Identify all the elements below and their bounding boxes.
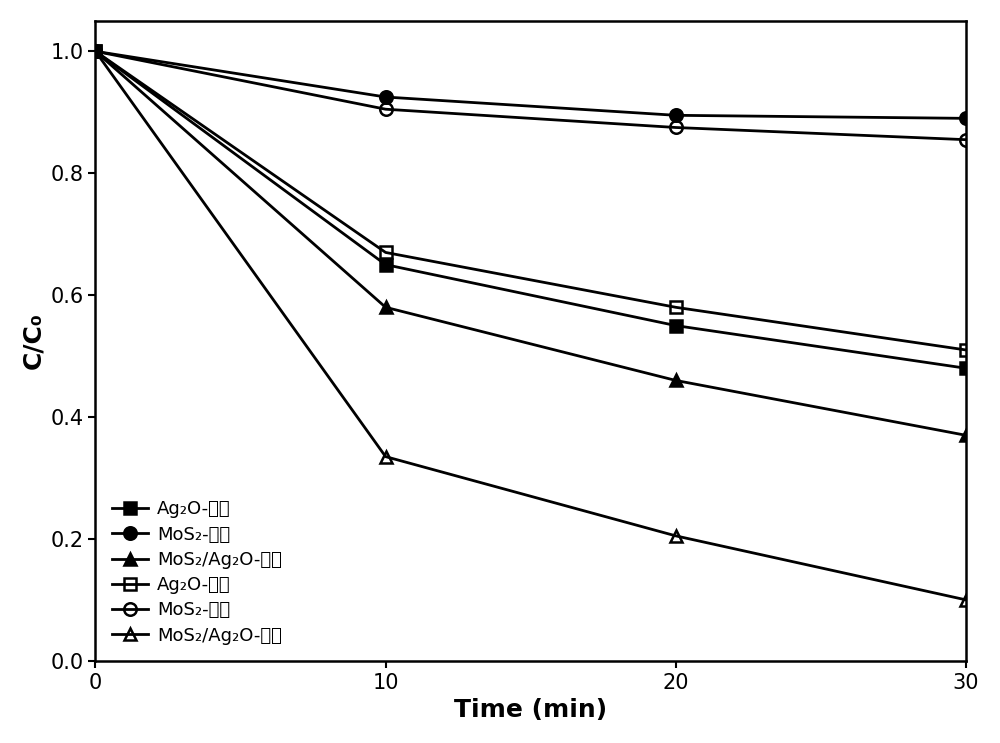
Line: MoS₂-超声: MoS₂-超声 bbox=[89, 45, 972, 146]
MoS₂/Ag₂O-磁力 bbox=[380, 303, 392, 312]
X-axis label: Time (min): Time (min) bbox=[454, 698, 607, 722]
MoS₂-磁力 bbox=[380, 93, 392, 102]
MoS₂/Ag₂O-超声 bbox=[89, 47, 101, 56]
MoS₂-超声 bbox=[960, 135, 972, 144]
Ag₂O-磁力 bbox=[670, 321, 682, 330]
MoS₂-超声 bbox=[670, 123, 682, 132]
MoS₂-超声 bbox=[89, 47, 101, 56]
MoS₂/Ag₂O-超声 bbox=[380, 452, 392, 461]
Ag₂O-超声 bbox=[89, 47, 101, 56]
MoS₂-磁力 bbox=[670, 111, 682, 120]
MoS₂/Ag₂O-磁力 bbox=[670, 376, 682, 385]
Ag₂O-磁力 bbox=[960, 364, 972, 373]
MoS₂-超声 bbox=[380, 105, 392, 114]
Line: MoS₂-磁力: MoS₂-磁力 bbox=[89, 45, 972, 125]
Ag₂O-超声 bbox=[670, 303, 682, 312]
Line: Ag₂O-超声: Ag₂O-超声 bbox=[89, 45, 972, 356]
MoS₂/Ag₂O-超声 bbox=[670, 531, 682, 540]
Line: MoS₂/Ag₂O-磁力: MoS₂/Ag₂O-磁力 bbox=[89, 45, 972, 441]
Ag₂O-磁力 bbox=[89, 47, 101, 56]
Line: MoS₂/Ag₂O-超声: MoS₂/Ag₂O-超声 bbox=[89, 45, 972, 606]
Y-axis label: C/C₀: C/C₀ bbox=[21, 312, 45, 369]
MoS₂/Ag₂O-磁力 bbox=[960, 431, 972, 440]
MoS₂-磁力 bbox=[89, 47, 101, 56]
MoS₂/Ag₂O-磁力 bbox=[89, 47, 101, 56]
Legend: Ag₂O-磁力, MoS₂-磁力, MoS₂/Ag₂O-磁力, Ag₂O-超声, MoS₂-超声, MoS₂/Ag₂O-超声: Ag₂O-磁力, MoS₂-磁力, MoS₂/Ag₂O-磁力, Ag₂O-超声,… bbox=[104, 493, 289, 652]
Line: Ag₂O-磁力: Ag₂O-磁力 bbox=[89, 45, 972, 374]
Ag₂O-超声 bbox=[960, 345, 972, 354]
MoS₂-磁力 bbox=[960, 114, 972, 123]
MoS₂/Ag₂O-超声 bbox=[960, 595, 972, 604]
Ag₂O-超声 bbox=[380, 248, 392, 257]
Ag₂O-磁力 bbox=[380, 260, 392, 269]
